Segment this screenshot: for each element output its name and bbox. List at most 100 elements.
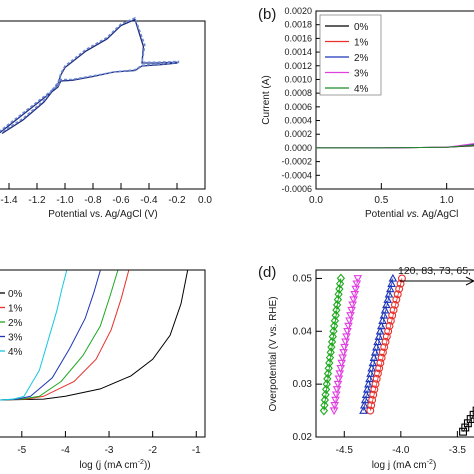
panel-a-frame xyxy=(0,20,206,190)
panel-c-legend-label: 2% xyxy=(8,318,23,329)
panel-d-point-circle xyxy=(380,343,389,352)
panel-a-xtick-label: -0.4 xyxy=(140,195,158,206)
panel-c-series-line-0% xyxy=(0,270,189,401)
panel-d-ytick-label: 0.03 xyxy=(293,379,313,390)
panel-c-xtick-label: -1 xyxy=(192,445,201,456)
panel-d-fit-line xyxy=(333,278,359,411)
panel-d-xtick-label: -3.5 xyxy=(449,445,467,456)
panel-b-label: (b) xyxy=(258,6,276,23)
panel-d-point-triangle-up xyxy=(368,358,378,367)
panel-c-series-line-1% xyxy=(0,270,130,401)
panel-b-frame xyxy=(315,10,474,190)
panel-b-ytick-label: 0.0004 xyxy=(284,116,312,126)
panel-d-point-circle xyxy=(396,279,405,288)
panel-a-xtick-label: -0.6 xyxy=(112,195,130,206)
panel-b-series-line-4% xyxy=(316,144,474,149)
panel-d-point-diamond xyxy=(336,273,346,284)
panel-c-legend-label: 1% xyxy=(8,304,23,315)
panel-b-legend-label: 2% xyxy=(354,53,369,64)
panel-b-ytick-label: 0.0008 xyxy=(284,88,312,98)
panel-b-series-line-3% xyxy=(316,142,474,149)
panel-d-point-circle xyxy=(395,285,404,293)
panel-c-xtick-label: -5 xyxy=(17,445,26,456)
panel-b-ytick-label: 0.0006 xyxy=(284,102,312,112)
panel-c-series-line-4% xyxy=(0,270,68,401)
panel-b: -0.0006 -0.0004 -0.0002 0.0000 0.0002 0.0004 0… xyxy=(258,6,474,220)
panel-d-fit-line xyxy=(363,278,394,411)
panel-d-frame xyxy=(315,269,474,438)
panel-a-xlabel: Potential vs. Ag/AgCl (V) xyxy=(48,209,158,220)
panel-d-xtick-label: -4.0 xyxy=(392,445,410,456)
panel-d-point-square xyxy=(459,427,467,436)
panel-d-ytick-label: 0.02 xyxy=(293,432,313,443)
panel-d-point-triangle-up xyxy=(375,326,385,335)
panel-b-ytick-label: 0.0020 xyxy=(284,6,312,16)
panel-c-xlabel: log (j (mA cm-2)) xyxy=(79,459,150,471)
panel-d-point-triangle-up xyxy=(387,279,396,287)
panel-c-legend-label: 4% xyxy=(8,347,23,358)
panel-c-xtick-label: -2 xyxy=(148,445,157,456)
panel-c-legend: 0% 1% 2% 3% 4% xyxy=(0,289,23,358)
panel-d-point-triangle-up xyxy=(365,374,374,383)
panel-b-ytick-label: 0.0014 xyxy=(284,47,312,57)
panel-b-series-line-2% xyxy=(316,143,474,149)
panel-d-point-triangle-down xyxy=(351,285,361,294)
panel-d-xtick-label: -4.5 xyxy=(336,445,354,456)
panel-d-point-diamond xyxy=(319,405,329,416)
panel-d-point-circle xyxy=(377,353,386,362)
panel-a-xtick-label: -1.2 xyxy=(28,195,46,206)
panel-b-ytick-label: 0.0000 xyxy=(284,143,312,153)
panel-b-ytick-label: -0.0004 xyxy=(281,170,312,180)
panel-c-frame xyxy=(0,269,206,438)
panel-b-series-line-1% xyxy=(316,144,474,149)
panel-b-legend: 0% 1% 2% 3% 4% xyxy=(319,14,382,96)
panel-c-series-line-3% xyxy=(0,270,101,401)
panel-d-point-triangle-down xyxy=(353,275,363,283)
panel-d-point-square xyxy=(463,419,472,428)
panel-b-ytick-label: 0.0010 xyxy=(284,74,312,84)
panel-d-point-square xyxy=(461,423,470,432)
panel-d-point-circle xyxy=(376,359,385,367)
panel-d-point-circle xyxy=(378,348,387,357)
panel-d-fit-line xyxy=(369,278,403,411)
panel-a-xtick-label: 0.0 xyxy=(198,195,212,206)
panel-b-legend-box xyxy=(319,14,382,96)
panel-b-legend-label: 3% xyxy=(354,69,369,80)
panel-d-fit-line xyxy=(323,278,342,411)
panel-c: -5 -4 -3 -2 -1 log (j (mA cm-2)) 0% 1% 2% 3% 4% xyxy=(0,269,206,471)
panel-d-xlabel: log j (mA cm-2) xyxy=(372,459,437,471)
panel-d-point-circle xyxy=(373,369,382,378)
panel-b-xtick-label: 0.0 xyxy=(309,195,323,206)
panel-d-point-circle xyxy=(375,364,384,373)
panel-a-series-line-2 xyxy=(0,16,180,133)
panel-a-xtick-label: -0.2 xyxy=(168,195,186,206)
panel-d-point-triangle-down xyxy=(346,312,355,320)
panel-c-legend-label: 3% xyxy=(8,333,23,344)
panel-b-ytick-label: 0.0002 xyxy=(284,129,312,139)
panel-b-ytick-label: -0.0006 xyxy=(281,184,312,194)
panel-d-point-square xyxy=(472,406,474,415)
panel-d-point-triangle-up xyxy=(366,369,375,377)
panel-d-point-triangle-up xyxy=(376,321,386,330)
panel-d-ytick-label: 0.04 xyxy=(293,326,313,337)
panel-b-xlabel: Potential vs. Ag/AgCl xyxy=(365,209,458,220)
panel-c-xtick-label: -3 xyxy=(105,445,114,456)
panel-d-ylabel: Overpotential (V vs. RHE) xyxy=(268,296,279,411)
panel-d-point-diamond xyxy=(335,278,345,289)
panel-b-ytick-label: 0.0018 xyxy=(284,20,312,30)
panel-b-ytick-label: -0.0002 xyxy=(281,157,312,167)
panel-b-xtick-label: 0.5 xyxy=(374,195,388,206)
panel-b-legend-label: 1% xyxy=(354,38,369,49)
panel-a-xtick-label: -1.4 xyxy=(0,195,18,206)
panel-b-ytick-label: 0.0016 xyxy=(284,33,312,43)
panel-d-point-triangle-up xyxy=(388,273,398,282)
panel-d-label: (d) xyxy=(258,264,276,281)
panel-b-ylabel: Current (A) xyxy=(261,75,272,124)
panel-d-point-circle xyxy=(381,337,390,346)
panel-d-arrow-head xyxy=(465,276,474,286)
panel-c-xtick-label: -4 xyxy=(61,445,70,456)
panel-b-legend-label: 4% xyxy=(354,84,369,95)
panel-d-point-circle xyxy=(398,274,406,283)
panel-d-point-triangle-up xyxy=(374,332,384,340)
